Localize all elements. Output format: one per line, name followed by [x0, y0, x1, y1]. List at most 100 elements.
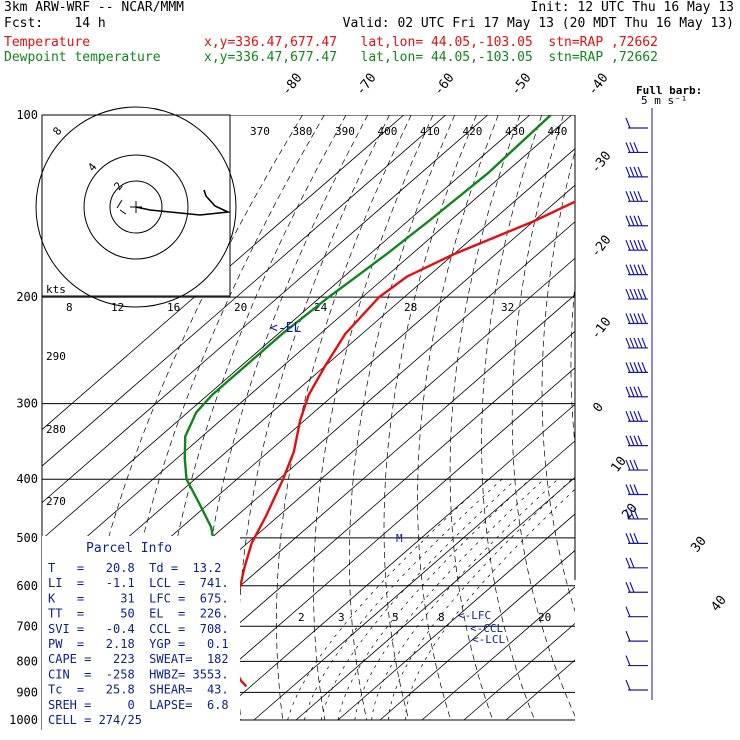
wind-barb-feather — [625, 508, 631, 520]
wind-barb-feather — [625, 557, 631, 569]
parcel-info-title: Parcel Info — [86, 541, 172, 556]
isotherm-label: -30 — [588, 149, 614, 177]
moist-adiabat-line — [287, 478, 489, 721]
wind-barb-feather — [637, 362, 643, 373]
wind-barb-feather — [629, 215, 635, 226]
wind-barb-feather — [629, 166, 635, 178]
wind-barb — [625, 166, 648, 178]
wind-barb-feather — [625, 582, 631, 593]
wind-barb-feather — [625, 191, 631, 202]
dry-adiabat-line — [313, 115, 434, 721]
wind-barb-feather — [629, 459, 635, 471]
wind-barb-feather — [637, 288, 643, 300]
mixing-ratio-label: 20 — [538, 611, 551, 624]
parcel-info-row: PW = 2.18 YGP = 0.1 — [48, 637, 229, 651]
wind-barb-feather — [633, 533, 639, 544]
wind-barb-feather — [633, 435, 639, 446]
wind-barb — [625, 239, 648, 251]
wind-barb-feather — [629, 508, 635, 520]
el-label: <-EL — [270, 321, 301, 336]
temperature-legend-info: x,y=336.47,677.47 lat,lon= 44.05,-103.05… — [204, 35, 658, 50]
wind-barb-feather — [625, 215, 631, 226]
wind-barb-feather — [637, 166, 643, 178]
isotherm-label: -60 — [431, 71, 457, 99]
moist-adiabat-line — [354, 478, 545, 721]
wind-barb-feather — [641, 337, 647, 349]
moist-adiabat-line — [371, 478, 559, 721]
wind-barb-feather — [625, 142, 631, 153]
mixing-ratio-label: 8 — [438, 611, 445, 624]
m-label: M — [396, 532, 403, 545]
wind-barb-feather — [633, 362, 639, 373]
wind-barb-feather — [633, 288, 639, 300]
dry-adiabat-line — [349, 115, 456, 721]
isotherm-label: -50 — [508, 71, 534, 99]
wind-barb-feather — [633, 191, 639, 202]
wind-barb-feather — [637, 410, 643, 422]
wind-barb-feather — [637, 337, 643, 349]
theta-label: 380 — [293, 125, 313, 138]
dry-adiabat-line — [481, 115, 543, 721]
wind-barb-feather — [625, 264, 631, 275]
wind-barb-feather — [633, 508, 639, 520]
kts-tick-label: 8 — [66, 301, 73, 314]
isotherm-label: -20 — [588, 233, 614, 261]
model-title: 3km ARW-WRF -- NCAR/MMM — [4, 0, 185, 15]
wind-barb-feather — [625, 239, 631, 251]
wind-barb — [625, 386, 648, 398]
isotherm-line — [379, 549, 575, 721]
wind-barb-feather — [629, 191, 635, 202]
isotherm-label: -70 — [353, 71, 379, 99]
wind-barb — [625, 337, 648, 349]
moist-adiabat-line — [337, 478, 531, 721]
kts-tick-label: 32 — [501, 301, 514, 314]
wind-barb-feather — [625, 435, 631, 446]
wind-barb-feather — [625, 362, 631, 373]
wind-barb-feather — [629, 313, 635, 324]
pressure-tick-label: 900 — [16, 685, 38, 699]
temperature-legend-label: Temperature — [4, 35, 91, 50]
lfc-label: <-LFC — [458, 609, 491, 622]
hodograph-start-mark — [116, 199, 127, 215]
isotherm-line — [505, 659, 575, 721]
kts-tick-label: 16 — [167, 301, 180, 314]
isotherm-line — [421, 586, 575, 721]
isotherm-line — [337, 513, 575, 721]
pressure-tick-label: 600 — [16, 579, 38, 593]
wind-barb-feather — [633, 264, 639, 275]
dry-adiabat-line — [730, 115, 740, 720]
wind-barb-feather — [641, 239, 647, 251]
dry-adiabat-line — [705, 115, 740, 720]
parcel-info-row: TT = 50 EL = 226. — [48, 607, 229, 621]
wind-barb — [625, 655, 648, 667]
parcel-info-row: CAPE = 223 SWEAT= 182 — [48, 652, 229, 666]
dewpoint-legend-info: x,y=336.47,677.47 lat,lon= 44.05,-103.05… — [204, 50, 658, 65]
isotherm-label: -40 — [585, 71, 611, 99]
wind-barb-feather — [637, 239, 643, 251]
pressure-tick-label: 300 — [16, 397, 38, 411]
dry-adiabat-line — [383, 115, 477, 721]
wind-barb-feather — [633, 386, 639, 398]
theta-label: 370 — [250, 125, 270, 138]
wind-barb-feather — [633, 239, 639, 251]
parcel-info-row: CIN = -258 HWBZ= 3553. — [48, 667, 229, 681]
wind-barb-feather — [637, 435, 643, 446]
wind-barb-feather — [629, 410, 635, 422]
forecast-hour: Fcst: 14 h — [4, 16, 106, 31]
kts-tick-label: 20 — [234, 301, 247, 314]
theta-label: 420 — [463, 125, 483, 138]
moist-adiabat-line — [388, 478, 573, 721]
wind-barb-feather — [641, 264, 647, 275]
dry-adiabat-line — [570, 281, 575, 449]
wind-barb — [625, 264, 648, 276]
wind-barb-feather — [637, 264, 643, 275]
dry-adiabat-line — [276, 115, 412, 721]
wind-barb-feather — [633, 166, 639, 178]
pressure-tick-label: 1000 — [9, 713, 38, 727]
wind-barb — [625, 508, 648, 520]
wind-barb-feather — [629, 582, 635, 593]
kts-tick-label: 12 — [111, 301, 124, 314]
isotherm-label: -10 — [588, 315, 614, 343]
wind-barb-feather — [633, 337, 639, 349]
